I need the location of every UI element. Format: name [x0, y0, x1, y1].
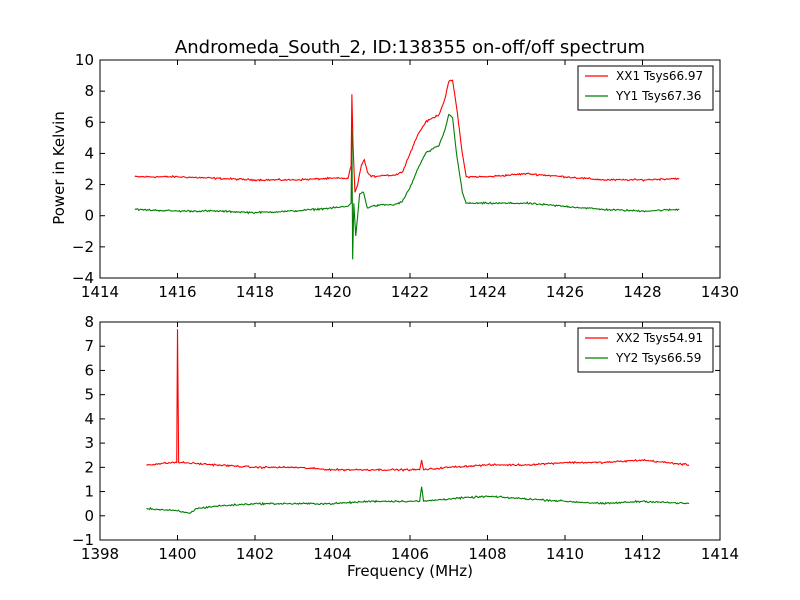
- x-tick-label: 1404: [313, 545, 351, 563]
- x-tick-label: 1400: [158, 545, 196, 563]
- y-tick-label: −2: [72, 238, 94, 256]
- legend: XX2 Tsys54.91 YY2 Tsys66.59: [577, 327, 714, 373]
- series-line-1-1: [146, 486, 690, 514]
- x-axis-label: Frequency (MHz): [347, 562, 473, 580]
- y-tick-label: 2: [84, 176, 94, 194]
- x-tick-label: 1428: [623, 283, 661, 301]
- x-tick-label: 1426: [546, 283, 584, 301]
- legend-box: [577, 327, 714, 373]
- y-tick-label: 7: [84, 337, 94, 355]
- series-line-0-0: [134, 79, 680, 193]
- x-tick-label: 1430: [701, 283, 739, 301]
- x-tick-label: 1406: [391, 545, 429, 563]
- x-tick-label: 1408: [468, 545, 506, 563]
- x-tick-label: 1424: [468, 283, 506, 301]
- y-tick-label: 3: [84, 434, 94, 452]
- chart-title: Andromeda_South_2, ID:138355 on-off/off …: [175, 37, 645, 58]
- y-tick-label: 0: [84, 207, 94, 225]
- y-tick-label: −1: [72, 531, 94, 549]
- y-tick-label: 5: [84, 386, 94, 404]
- x-tick-label: 1422: [391, 283, 429, 301]
- y-axis-label: Power in Kelvin: [50, 111, 68, 225]
- series-line-0-1: [134, 113, 680, 260]
- legend-entry: XX1 Tsys66.97: [616, 69, 703, 83]
- x-tick-label: 1398: [81, 545, 119, 563]
- y-tick-label: 6: [84, 113, 94, 131]
- y-tick-label: 0: [84, 507, 94, 525]
- x-tick-label: 1418: [236, 283, 274, 301]
- bottom-panel: 1398 1400 1402 1404 1406 1408 1410 1412 1414 −1 0 1…: [72, 313, 739, 563]
- y-tick-label: 1: [84, 483, 94, 501]
- y-tick-label: −4: [72, 269, 94, 287]
- x-tick-label: 1416: [158, 283, 196, 301]
- legend-entry: YY2 Tsys66.59: [615, 351, 701, 365]
- x-tick-label: 1414: [701, 545, 739, 563]
- y-tick-label: 8: [84, 82, 94, 100]
- legend-box: [577, 65, 714, 111]
- x-tick-label: 1410: [546, 545, 584, 563]
- x-tick-label: 1412: [623, 545, 661, 563]
- y-tick-label: 8: [84, 313, 94, 331]
- legend: XX1 Tsys66.97 YY1 Tsys67.36: [577, 65, 714, 111]
- top-panel: 1414 1416 1418 1420 1422 1424 1426 1428 1430 −4 −2…: [72, 51, 739, 301]
- x-tick-label: 1414: [81, 283, 119, 301]
- y-tick-label: 2: [84, 458, 94, 476]
- y-tick-label: 4: [84, 144, 94, 162]
- legend-entry: XX2 Tsys54.91: [616, 331, 703, 345]
- series-line-1-0: [146, 329, 690, 472]
- y-tick-label: 6: [84, 361, 94, 379]
- x-tick-label: 1402: [236, 545, 274, 563]
- legend-entry: YY1 Tsys67.36: [615, 89, 701, 103]
- y-tick-label: 4: [84, 410, 94, 428]
- x-tick-label: 1420: [313, 283, 351, 301]
- y-tick-label: 10: [75, 51, 94, 69]
